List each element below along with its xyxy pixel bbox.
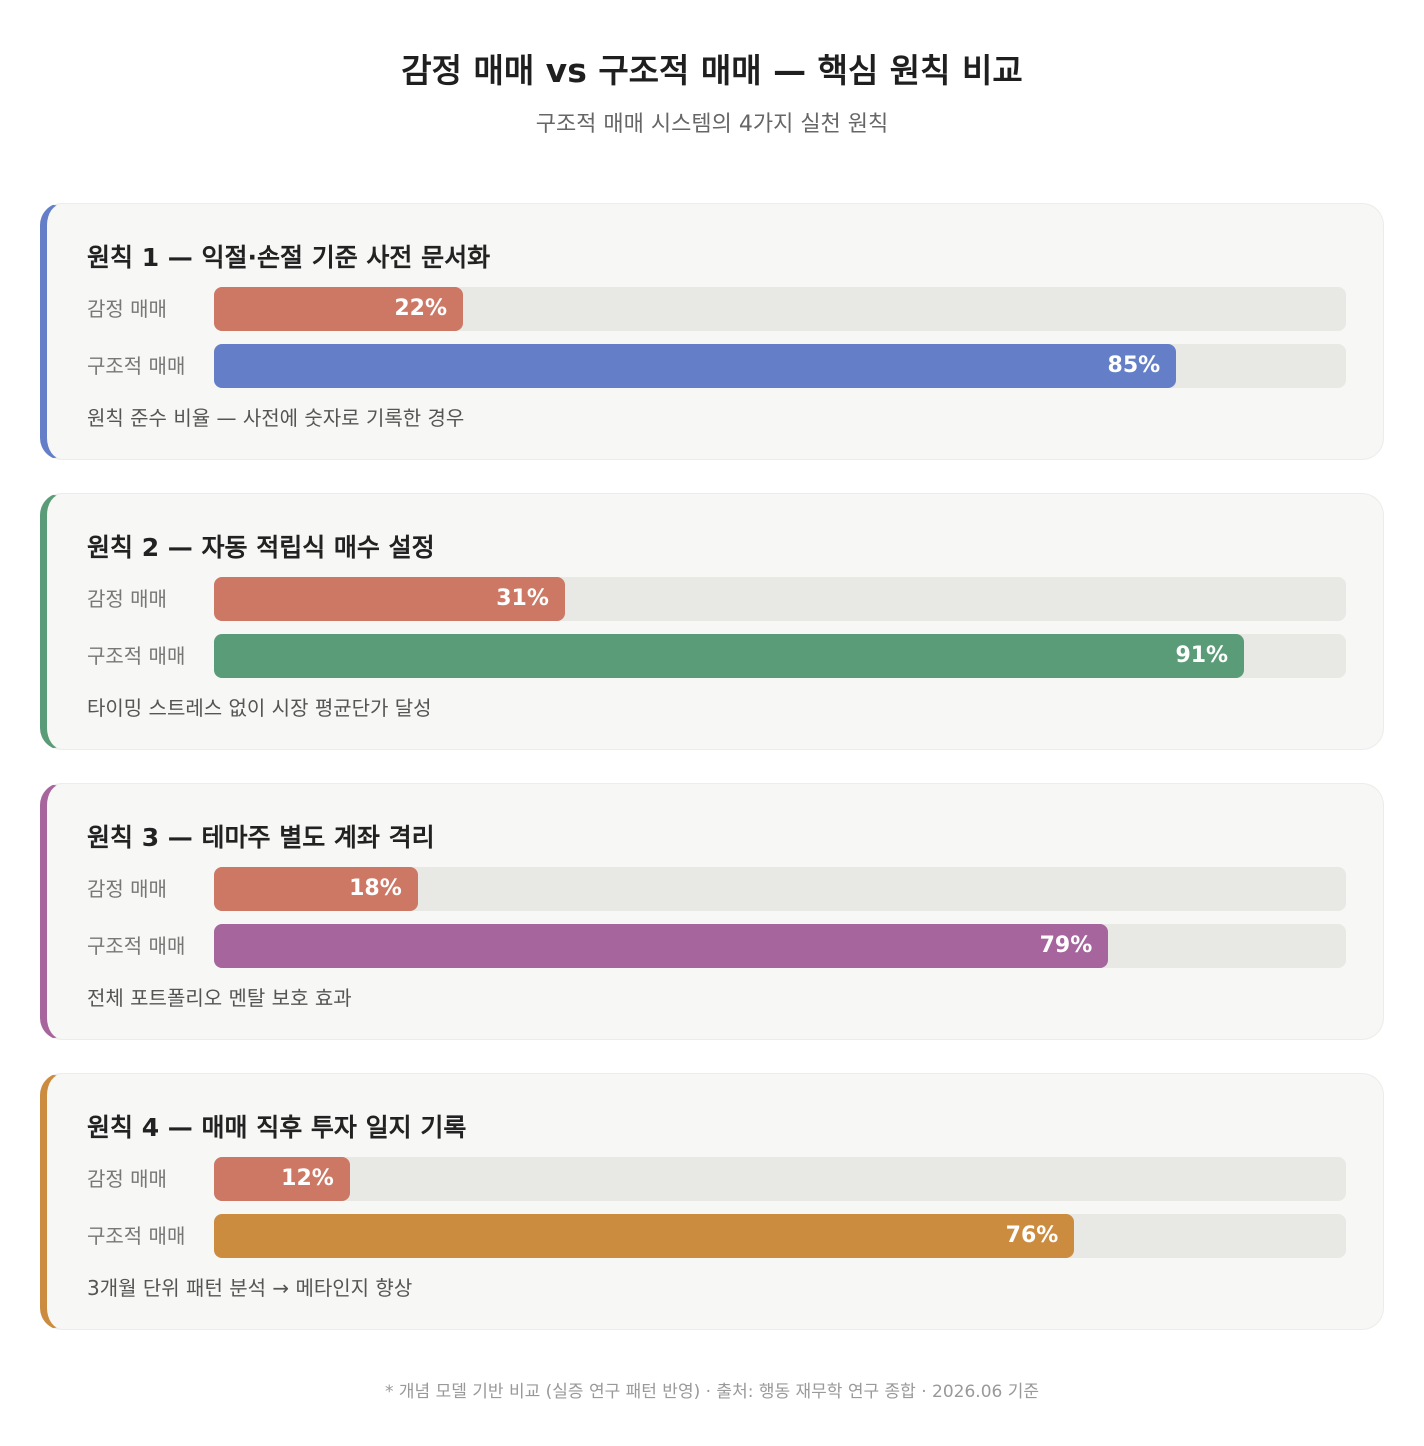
bar-track: 12% [214,1157,1346,1201]
chart-title: 감정 매매 vs 구조적 매매 — 핵심 원칙 비교 [401,51,1023,90]
bar-value-label: 22% [394,296,448,321]
bar-row-structural: 구조적 매매 91% [87,634,1353,678]
bar-emotional: 31% [214,577,565,621]
bar-row-emotional: 감정 매매 18% [87,867,1353,911]
bar-row-emotional: 감정 매매 22% [87,287,1353,331]
bar-label: 구조적 매매 [87,354,186,378]
bar-value-label: 18% [349,876,402,901]
bar-label: 구조적 매매 [87,644,186,668]
bar-value-label: 76% [1005,1223,1059,1248]
bar-structural: 76% [214,1214,1075,1258]
bar-value-label: 31% [496,586,549,611]
bar-structural: 91% [214,634,1245,678]
bar-value-label: 79% [1039,933,1093,958]
bar-emotional: 12% [214,1157,350,1201]
bar-label: 감정 매매 [87,587,167,611]
bar-row-emotional: 감정 매매 31% [87,577,1353,621]
bar-row-emotional: 감정 매매 12% [87,1157,1353,1201]
bar-label: 구조적 매매 [87,934,186,958]
bar-row-structural: 구조적 매매 85% [87,344,1353,388]
bar-label: 구조적 매매 [87,1224,186,1248]
bar-track: 85% [214,344,1346,388]
bar-value-label: 85% [1107,353,1161,378]
bar-row-structural: 구조적 매매 76% [87,1214,1353,1258]
bar-track: 22% [214,287,1346,331]
bar-structural: 79% [214,924,1109,968]
principle-title: 원칙 4 — 매매 직후 투자 일지 기록 [87,1113,467,1142]
bar-row-structural: 구조적 매매 79% [87,924,1353,968]
principle-title: 원칙 2 — 자동 적립식 매수 설정 [87,533,435,562]
principle-note: 전체 포트폴리오 멘탈 보호 효과 [87,986,352,1010]
bar-label: 감정 매매 [87,877,167,901]
bar-track: 79% [214,924,1346,968]
principle-cards: 원칙 1 — 익절·손절 기준 사전 문서화 감정 매매 22% 구조적 매매 … [40,203,1384,1363]
principle-title: 원칙 3 — 테마주 별도 계좌 격리 [87,823,435,852]
bar-emotional: 18% [214,867,418,911]
bar-label: 감정 매매 [87,297,167,321]
principle-card-2: 원칙 2 — 자동 적립식 매수 설정 감정 매매 31% 구조적 매매 91%… [40,493,1384,750]
principle-note: 원칙 준수 비율 — 사전에 숫자로 기록한 경우 [87,406,465,430]
bar-track: 18% [214,867,1346,911]
bar-structural: 85% [214,344,1177,388]
principle-card-1: 원칙 1 — 익절·손절 기준 사전 문서화 감정 매매 22% 구조적 매매 … [40,203,1384,460]
bar-label: 감정 매매 [87,1167,167,1191]
source-footnote: * 개념 모델 기반 비교 (실증 연구 패턴 반영) · 출처: 행동 재무학… [384,1382,1040,1402]
chart-subtitle: 구조적 매매 시스템의 4가지 실천 원칙 [535,112,889,137]
principle-title: 원칙 1 — 익절·손절 기준 사전 문서화 [87,243,491,272]
bar-value-label: 12% [281,1166,334,1191]
bar-value-label: 91% [1175,643,1229,668]
principle-note: 타이밍 스트레스 없이 시장 평균단가 달성 [87,696,432,720]
principle-card-3: 원칙 3 — 테마주 별도 계좌 격리 감정 매매 18% 구조적 매매 79%… [40,783,1384,1040]
bar-track: 76% [214,1214,1346,1258]
bar-track: 31% [214,577,1346,621]
principle-note: 3개월 단위 패턴 분석 → 메타인지 향상 [87,1276,413,1300]
bar-track: 91% [214,634,1346,678]
principle-card-4: 원칙 4 — 매매 직후 투자 일지 기록 감정 매매 12% 구조적 매매 7… [40,1073,1384,1330]
bar-emotional: 22% [214,287,464,331]
